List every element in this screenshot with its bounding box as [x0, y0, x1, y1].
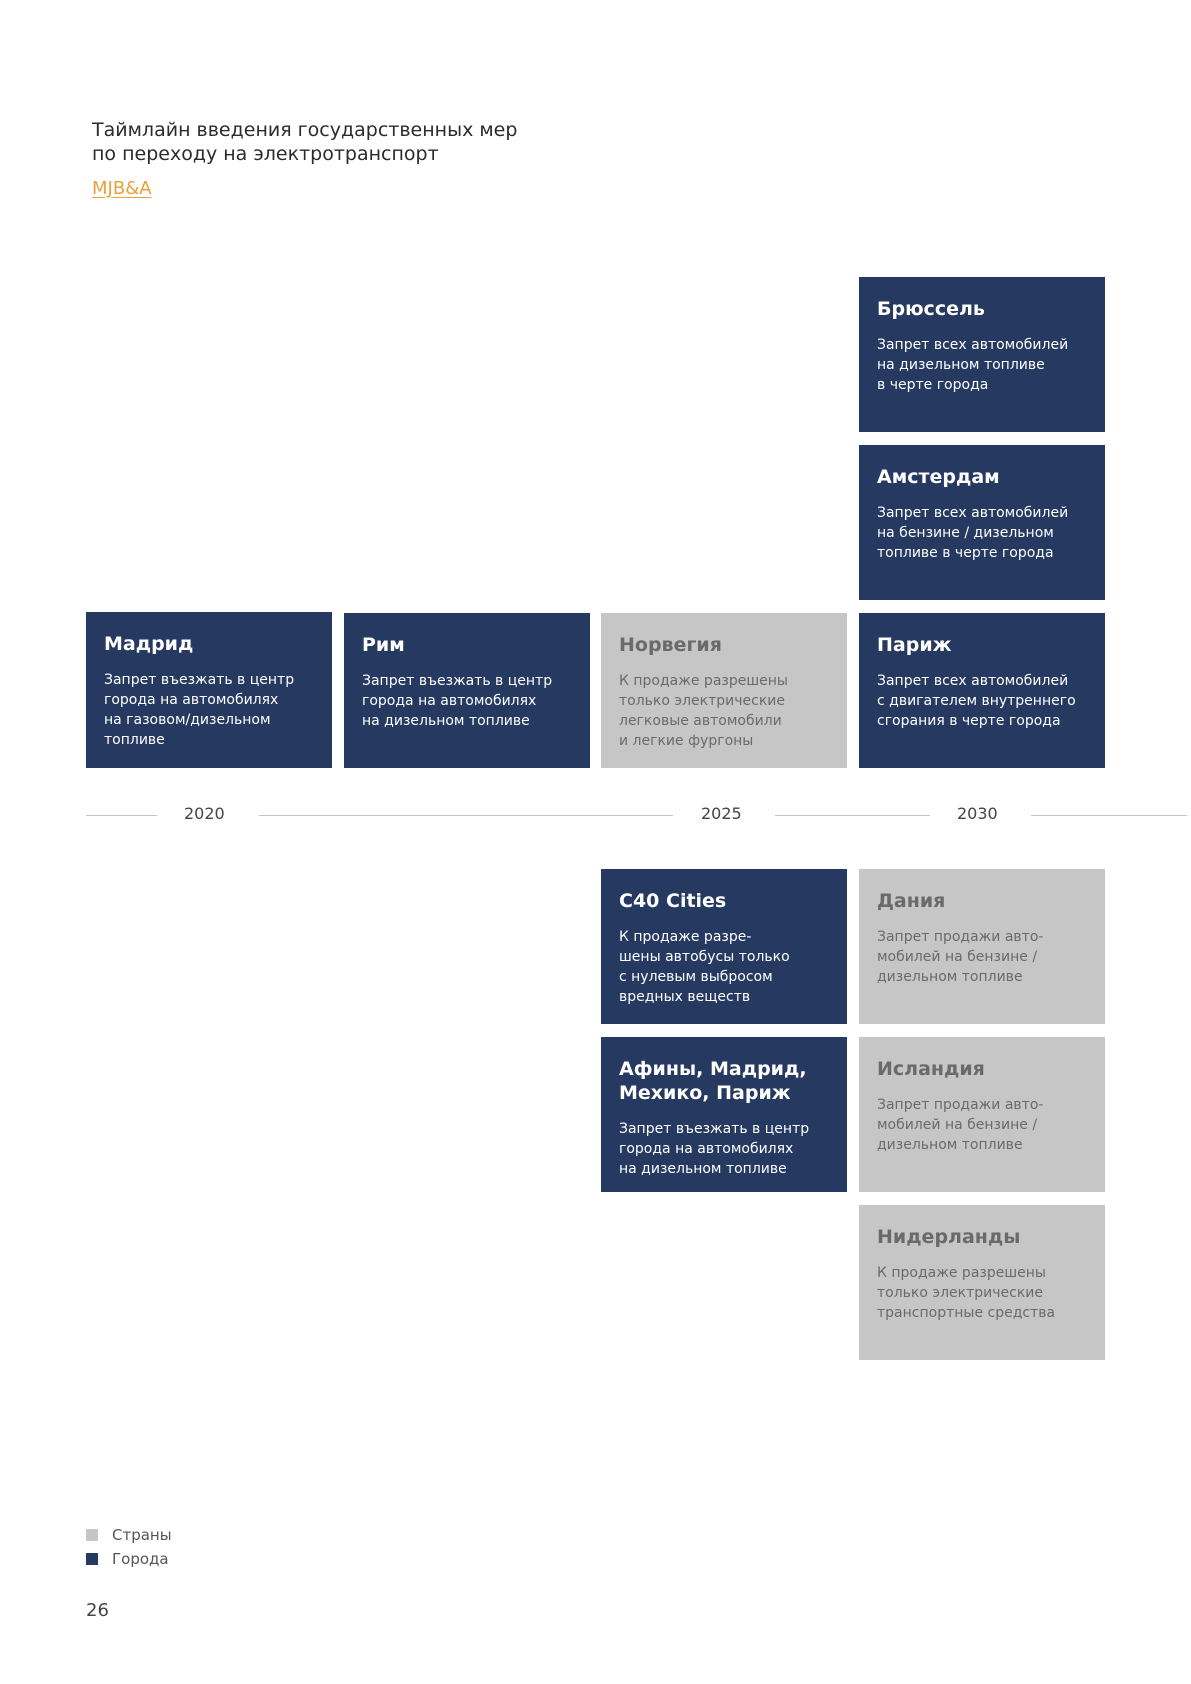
source-label: MJB&A — [92, 178, 152, 199]
axis-line — [259, 815, 673, 816]
card-c40-cities: C40 Cities К продаже разре- шены автобус… — [601, 869, 847, 1024]
axis-line — [86, 815, 157, 816]
card-title: Норвегия — [619, 634, 722, 656]
card-text: Запрет всех автомобилей на бензине / диз… — [877, 505, 1069, 561]
title-line-1: Таймлайн введения государственных мер — [92, 119, 518, 141]
legend-swatch-cities — [86, 1553, 98, 1565]
axis-line — [1031, 815, 1187, 816]
year-label-2025: 2025 — [701, 804, 742, 823]
card-amsterdam: Амстердам Запрет всех автомобилей на бен… — [859, 445, 1105, 600]
title-line-2: по переходу на электротранспорт — [92, 143, 439, 165]
card-title: Афины, Мадрид, Мехико, Париж — [619, 1058, 807, 1104]
card-athens-madrid-mexico-paris: Афины, Мадрид, Мехико, Париж Запрет въез… — [601, 1037, 847, 1192]
card-iceland: Исландия Запрет продажи авто- мобилей на… — [859, 1037, 1105, 1192]
card-madrid: Мадрид Запрет въезжать в центр города на… — [86, 612, 332, 768]
card-text: Запрет въезжать в центр города на автомо… — [619, 1121, 810, 1177]
legend-item-countries: Страны — [86, 1523, 172, 1547]
legend: Страны Города — [86, 1523, 172, 1571]
card-norway: Норвегия К продаже разрешены только элек… — [601, 613, 847, 768]
card-text: К продаже разрешены только электрические… — [619, 673, 788, 749]
card-text: Запрет въезжать в центр города на автомо… — [104, 672, 295, 748]
card-title: Дания — [877, 890, 946, 912]
card-rome: Рим Запрет въезжать в центр города на ав… — [344, 613, 590, 768]
card-text: К продаже разрешены только электрические… — [877, 1265, 1056, 1321]
card-denmark: Дания Запрет продажи авто- мобилей на бе… — [859, 869, 1105, 1024]
card-title: Нидерланды — [877, 1226, 1021, 1248]
card-title: Исландия — [877, 1058, 985, 1080]
card-text: К продаже разре- шены автобусы только с … — [619, 929, 790, 1005]
card-title: Мадрид — [104, 633, 194, 655]
card-text: Запрет продажи авто- мобилей на бензине … — [877, 1097, 1044, 1153]
card-title: Рим — [362, 634, 405, 656]
card-text: Запрет всех автомобилей с двигателем вну… — [877, 673, 1076, 729]
axis-line — [775, 815, 930, 816]
year-label-2020: 2020 — [184, 804, 225, 823]
legend-label-countries: Страны — [112, 1526, 172, 1544]
card-title: Брюссель — [877, 298, 985, 320]
card-paris: Париж Запрет всех автомобилей с двигател… — [859, 613, 1105, 768]
year-label-2030: 2030 — [957, 804, 998, 823]
card-title: Амстердам — [877, 466, 1000, 488]
card-netherlands: Нидерланды К продаже разрешены только эл… — [859, 1205, 1105, 1360]
legend-label-cities: Города — [112, 1550, 169, 1568]
card-text: Запрет всех автомобилей на дизельном топ… — [877, 337, 1069, 393]
card-text: Запрет продажи авто- мобилей на бензине … — [877, 929, 1044, 985]
legend-swatch-countries — [86, 1529, 98, 1541]
card-title: Париж — [877, 634, 952, 656]
page-title: Таймлайн введения государственных мер по… — [92, 118, 652, 166]
card-brussels: Брюссель Запрет всех автомобилей на дизе… — [859, 277, 1105, 432]
page-number: 26 — [86, 1600, 109, 1621]
legend-item-cities: Города — [86, 1547, 172, 1571]
card-text: Запрет въезжать в центр города на автомо… — [362, 673, 553, 729]
card-title: C40 Cities — [619, 890, 727, 912]
